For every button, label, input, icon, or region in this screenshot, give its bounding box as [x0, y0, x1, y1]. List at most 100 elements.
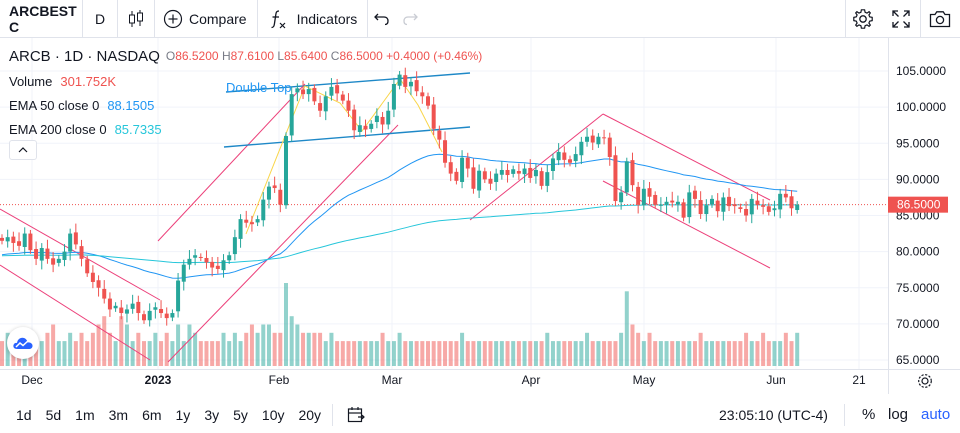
- goto-date-button[interactable]: [339, 406, 373, 424]
- volume-bar[interactable]: [238, 341, 243, 366]
- candle-body[interactable]: [369, 123, 374, 129]
- candle-body[interactable]: [380, 116, 385, 125]
- candle-body[interactable]: [579, 141, 584, 156]
- candle-body[interactable]: [295, 88, 300, 93]
- volume-bar[interactable]: [346, 341, 351, 366]
- volume-bar[interactable]: [278, 332, 283, 366]
- volume-bar[interactable]: [630, 324, 635, 367]
- candle-body[interactable]: [374, 115, 379, 123]
- candle-body[interactable]: [272, 185, 277, 189]
- volume-bar[interactable]: [568, 341, 572, 366]
- volume-bar[interactable]: [329, 332, 334, 366]
- volume-bar[interactable]: [414, 341, 419, 366]
- chart-type-button[interactable]: [118, 0, 154, 38]
- candle-body[interactable]: [692, 190, 697, 199]
- volume-bar[interactable]: [79, 332, 84, 366]
- candle-body[interactable]: [556, 151, 561, 161]
- volume-bar[interactable]: [73, 341, 78, 366]
- candle-body[interactable]: [687, 192, 692, 218]
- candle-body[interactable]: [607, 137, 612, 157]
- volume-bar[interactable]: [352, 341, 357, 366]
- volume-bar[interactable]: [426, 341, 430, 366]
- volume-bar[interactable]: [749, 341, 754, 366]
- range-button-20y[interactable]: 20y: [298, 406, 322, 423]
- volume-bar[interactable]: [204, 341, 209, 366]
- volume-bar[interactable]: [113, 341, 118, 366]
- pattern-path[interactable]: [245, 78, 443, 235]
- candle-body[interactable]: [335, 85, 340, 94]
- candle-body[interactable]: [590, 135, 595, 143]
- candle-body[interactable]: [45, 248, 50, 259]
- candle-body[interactable]: [159, 308, 164, 314]
- volume-bar[interactable]: [732, 341, 737, 366]
- candle-body[interactable]: [181, 264, 186, 282]
- volume-bar[interactable]: [187, 324, 192, 367]
- volume-bar[interactable]: [789, 341, 794, 366]
- volume-bar[interactable]: [715, 341, 720, 366]
- volume-bar[interactable]: [602, 341, 607, 366]
- candle-body[interactable]: [238, 219, 243, 239]
- trend-channel-line[interactable]: [157, 83, 306, 242]
- candle-body[interactable]: [278, 189, 283, 205]
- candle-body[interactable]: [11, 236, 16, 243]
- candle-body[interactable]: [494, 173, 499, 182]
- candle-body[interactable]: [232, 237, 237, 255]
- volume-bar[interactable]: [232, 332, 237, 366]
- volume-bar[interactable]: [153, 332, 158, 366]
- trend-channel-line[interactable]: [0, 264, 151, 361]
- trend-channel-line[interactable]: [602, 180, 771, 269]
- candle-body[interactable]: [596, 136, 601, 145]
- candle-body[interactable]: [630, 160, 635, 186]
- volume-bar[interactable]: [170, 341, 175, 366]
- tradingview-logo-button[interactable]: [7, 327, 39, 359]
- candle-body[interactable]: [147, 310, 152, 321]
- candle-body[interactable]: [79, 246, 84, 259]
- volume-bar[interactable]: [34, 341, 39, 366]
- volume-bar[interactable]: [323, 341, 328, 366]
- candle-body[interactable]: [658, 204, 663, 206]
- volume-bar[interactable]: [573, 341, 578, 366]
- candle-body[interactable]: [255, 219, 260, 223]
- candle-body[interactable]: [284, 136, 288, 206]
- candle-body[interactable]: [732, 204, 737, 207]
- candle-body[interactable]: [499, 169, 504, 175]
- candle-body[interactable]: [204, 257, 209, 263]
- candle-body[interactable]: [562, 152, 567, 160]
- volume-bar[interactable]: [619, 332, 624, 366]
- volume-bar[interactable]: [386, 341, 391, 366]
- candle-body[interactable]: [426, 96, 430, 106]
- volume-bar[interactable]: [681, 341, 686, 366]
- volume-bar[interactable]: [556, 341, 561, 366]
- volume-bar[interactable]: [164, 332, 169, 366]
- volume-bar[interactable]: [221, 332, 226, 366]
- candle-body[interactable]: [602, 137, 607, 139]
- candle-body[interactable]: [62, 251, 67, 261]
- candle-body[interactable]: [408, 81, 413, 87]
- volume-bar[interactable]: [119, 316, 124, 366]
- volume-bar[interactable]: [710, 341, 714, 366]
- clock-timezone-button[interactable]: 23:05:10 (UTC-4): [719, 406, 828, 423]
- candle-body[interactable]: [710, 198, 714, 205]
- candle-body[interactable]: [471, 167, 476, 189]
- candle-body[interactable]: [443, 140, 448, 163]
- trend-channel-line[interactable]: [602, 113, 771, 201]
- volume-bar[interactable]: [607, 341, 612, 366]
- range-button-3y[interactable]: 3y: [204, 406, 220, 423]
- candle-body[interactable]: [352, 109, 357, 131]
- range-button-10y[interactable]: 10y: [261, 406, 285, 423]
- log-scale-toggle[interactable]: log: [888, 406, 909, 423]
- volume-bar[interactable]: [755, 341, 760, 366]
- price-chart[interactable]: 105.0000100.000095.000090.000085.000080.…: [0, 38, 960, 394]
- volume-bar[interactable]: [215, 341, 220, 366]
- volume-bar[interactable]: [465, 341, 470, 366]
- volume-bar[interactable]: [505, 341, 510, 366]
- volume-bar[interactable]: [51, 324, 56, 367]
- volume-bar[interactable]: [380, 332, 385, 366]
- volume-bar[interactable]: [772, 341, 777, 366]
- candle-body[interactable]: [340, 94, 345, 101]
- candle-body[interactable]: [522, 168, 527, 175]
- volume-bar[interactable]: [318, 332, 323, 366]
- candle-body[interactable]: [613, 155, 618, 202]
- candle-body[interactable]: [772, 208, 777, 211]
- volume-bar[interactable]: [783, 332, 788, 366]
